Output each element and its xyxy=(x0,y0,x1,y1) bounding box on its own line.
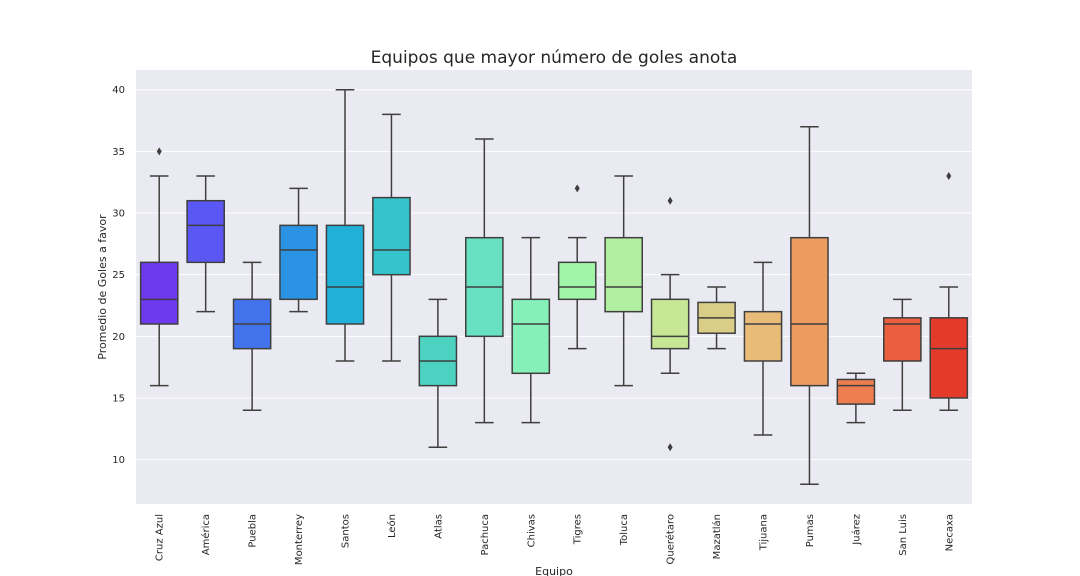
x-tick-label: León xyxy=(386,514,398,538)
iqr-box xyxy=(372,196,411,276)
x-tick-label: Tigres xyxy=(573,514,584,545)
x-tick-label: Monterrey xyxy=(294,514,305,565)
x-tick-label: Pumas xyxy=(805,514,816,547)
box-tijuana xyxy=(743,261,783,436)
iqr-box xyxy=(279,224,318,301)
y-axis-label: Promedio de Goles a favor xyxy=(96,214,109,360)
box-pachuca xyxy=(465,138,504,424)
box-monterrey xyxy=(279,187,318,313)
x-tick-label: Necaxa xyxy=(944,514,955,551)
outlier-point xyxy=(156,147,162,156)
x-tick-label: Puebla xyxy=(248,514,259,548)
x-tick-label: Chivas xyxy=(526,514,537,547)
x-axis-label: Equipo xyxy=(535,565,573,576)
x-tick-label: Mazatlán xyxy=(711,514,723,559)
box-san-luis xyxy=(883,298,922,412)
x-tick-label: Tijuana xyxy=(759,514,770,551)
iqr-box xyxy=(929,317,969,399)
iqr-box xyxy=(511,298,551,375)
box-chivas xyxy=(511,236,551,424)
x-tick-label: Santos xyxy=(341,514,352,548)
iqr-box xyxy=(604,236,643,313)
x-tick-label: Pachuca xyxy=(480,514,491,556)
box-atlas xyxy=(418,298,458,449)
box-necaxa xyxy=(929,172,969,412)
y-tick-label: 20 xyxy=(112,332,125,343)
outlier-point xyxy=(667,443,673,452)
box-tigres xyxy=(557,184,597,350)
x-tick-label: Juárez xyxy=(850,514,862,546)
box-ju-rez xyxy=(836,372,876,424)
iqr-box xyxy=(139,261,179,325)
outlier-point xyxy=(946,172,952,181)
x-tick-label: Toluca xyxy=(619,514,630,546)
box-toluca xyxy=(604,175,643,387)
boxes xyxy=(139,88,969,486)
box-pumas xyxy=(790,125,829,486)
y-tick-labels: 10 15 20 25 30 35 40 xyxy=(112,85,125,466)
x-tick-label: San Luis xyxy=(898,514,909,556)
iqr-box xyxy=(557,261,597,301)
y-tick-label: 30 xyxy=(112,209,125,220)
y-tick-label: 15 xyxy=(112,393,125,404)
x-tick-label: Querétaro xyxy=(665,514,677,564)
box-santos xyxy=(325,88,365,362)
outlier-point xyxy=(574,184,580,193)
y-tick-label: 40 xyxy=(112,85,125,96)
chart-title: Equipos que mayor número de goles anota xyxy=(371,48,738,68)
outlier-point xyxy=(667,196,673,205)
box-mazatl-n xyxy=(697,286,736,350)
iqr-box xyxy=(325,224,365,325)
iqr-box xyxy=(650,298,690,350)
x-tick-labels: Cruz Azul América Puebla Monterrey Santos Leó… xyxy=(155,514,956,565)
box-quer-taro xyxy=(650,196,690,452)
iqr-box xyxy=(836,378,876,405)
box-am-rica xyxy=(186,175,225,313)
y-tick-label: 10 xyxy=(112,455,125,466)
x-tick-label: Atlas xyxy=(433,514,444,539)
y-tick-label: 25 xyxy=(112,270,125,281)
box-cruz-azul xyxy=(139,147,179,387)
x-tick-label: Cruz Azul xyxy=(155,514,166,561)
y-tick-label: 35 xyxy=(112,147,125,158)
box-puebla xyxy=(232,261,272,412)
iqr-box xyxy=(790,236,829,387)
iqr-box xyxy=(883,317,922,362)
plot-area xyxy=(136,70,972,504)
x-tick-label: América xyxy=(200,514,212,555)
box-le-n xyxy=(372,113,411,362)
y-gridlines xyxy=(136,89,972,461)
iqr-box xyxy=(186,199,225,264)
iqr-box xyxy=(743,310,783,362)
